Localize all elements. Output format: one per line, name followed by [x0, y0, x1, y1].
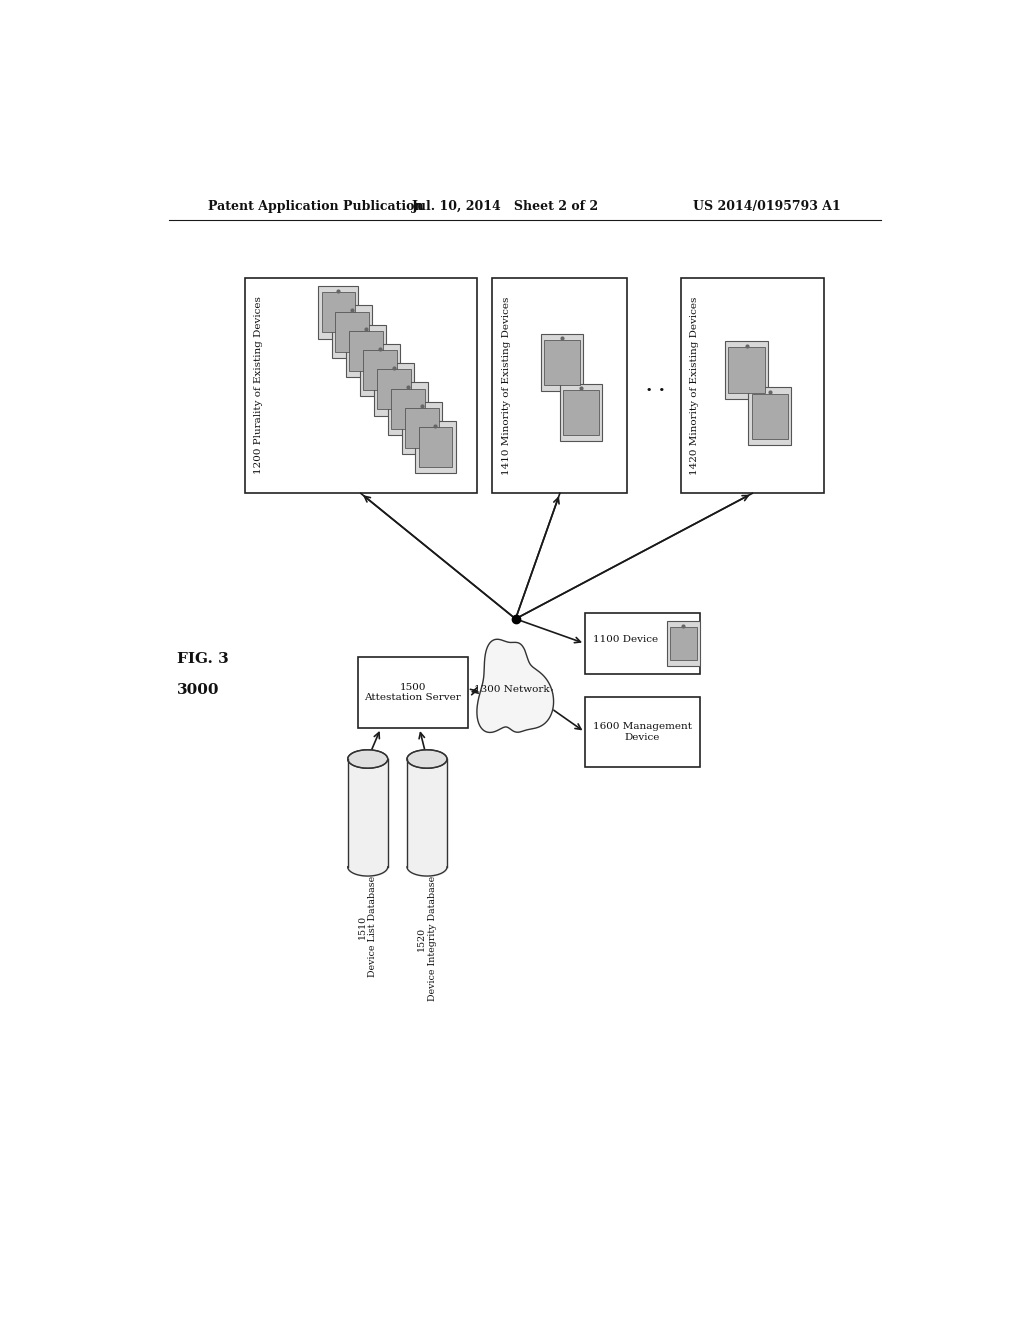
Bar	[349, 331, 383, 371]
Bar	[404, 408, 438, 447]
Bar	[388, 383, 428, 434]
Bar	[318, 286, 358, 339]
Text: 1300 Network: 1300 Network	[474, 685, 550, 694]
Bar	[322, 293, 355, 333]
Bar	[544, 339, 580, 385]
Bar	[728, 347, 765, 393]
Text: FIG. 3: FIG. 3	[177, 652, 228, 665]
Bar	[364, 350, 397, 391]
Text: . .: . .	[646, 376, 666, 395]
Bar	[752, 393, 787, 440]
Bar	[245, 277, 477, 494]
Text: Jul. 10, 2014   Sheet 2 of 2: Jul. 10, 2014 Sheet 2 of 2	[412, 199, 599, 213]
Bar	[725, 342, 768, 399]
Ellipse shape	[407, 750, 447, 768]
Text: 1500
Attestation Server: 1500 Attestation Server	[365, 682, 461, 702]
Text: Patent Application Publication: Patent Application Publication	[208, 199, 423, 213]
Bar	[407, 759, 447, 867]
Bar	[541, 334, 583, 391]
Bar	[671, 627, 696, 660]
Bar	[401, 401, 441, 454]
Bar	[360, 345, 400, 396]
Bar	[333, 305, 373, 358]
Bar	[416, 421, 456, 474]
Bar	[749, 388, 791, 445]
Bar	[377, 370, 411, 409]
Text: 1520
Device Integrity Database: 1520 Device Integrity Database	[418, 876, 436, 1002]
Bar	[668, 622, 699, 665]
Ellipse shape	[348, 750, 388, 768]
Text: US 2014/0195793 A1: US 2014/0195793 A1	[692, 199, 841, 213]
Bar	[348, 759, 388, 867]
Bar	[585, 697, 700, 767]
Bar	[681, 277, 823, 494]
Bar	[391, 388, 425, 429]
Text: 1200 Plurality of Existing Devices: 1200 Plurality of Existing Devices	[254, 297, 263, 474]
Bar	[493, 277, 628, 494]
Bar	[585, 612, 700, 675]
Bar	[374, 363, 414, 416]
Text: 1510
Device List Database: 1510 Device List Database	[358, 876, 378, 977]
Text: 1420 Minority of Existing Devices: 1420 Minority of Existing Devices	[690, 297, 699, 475]
Bar	[419, 428, 453, 467]
Text: 1600 Management
Device: 1600 Management Device	[593, 722, 692, 742]
Bar	[357, 657, 468, 729]
Text: 3000: 3000	[177, 682, 219, 697]
Bar	[346, 325, 386, 378]
Bar	[560, 384, 602, 441]
Polygon shape	[477, 639, 554, 733]
Bar	[563, 389, 599, 436]
Text: 1100 Device: 1100 Device	[593, 635, 657, 644]
Bar	[336, 312, 370, 351]
Text: 1410 Minority of Existing Devices: 1410 Minority of Existing Devices	[502, 297, 511, 475]
